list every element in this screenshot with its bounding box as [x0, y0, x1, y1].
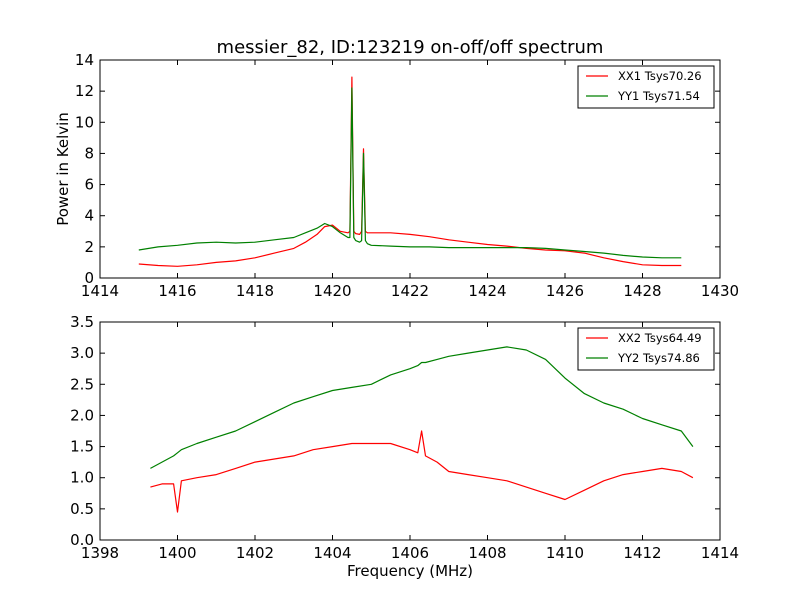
bottom-x-tick-label: 1398	[81, 544, 119, 562]
top-y-tick-label: 6	[84, 176, 94, 194]
top-legend-label-xx1: XX1 Tsys70.26	[618, 69, 702, 83]
top-y-tick-label: 8	[84, 144, 94, 162]
top-legend-box	[577, 65, 715, 109]
top-y-tick-label: 10	[75, 113, 94, 131]
bottom-y-tick-label: 0.0	[70, 531, 94, 549]
top-y-tick-label: 4	[84, 207, 94, 225]
top-x-tick-label: 1426	[546, 282, 584, 300]
bottom-x-tick-label: 1410	[546, 544, 584, 562]
top-legend-label-yy1: YY1 Tsys71.54	[617, 89, 700, 103]
top-series-group	[138, 76, 682, 267]
top-y-axis: 0 2 4 6 8 10 12 14	[75, 51, 720, 287]
top-series-line-yy1	[138, 87, 682, 259]
top-legend: XX1 Tsys70.26 YY1 Tsys71.54	[577, 65, 715, 109]
bottom-legend-box	[577, 327, 715, 371]
top-y-tick-label: 0	[84, 269, 94, 287]
bottom-y-tick-label: 1.0	[70, 469, 94, 487]
bottom-xlabel: Frequency (MHz)	[347, 562, 473, 580]
top-ylabel: Power in Kelvin	[54, 112, 72, 226]
bottom-y-tick-label: 3.0	[70, 344, 94, 362]
bottom-subplot: 1398 1400 1402 1404 1406 1408 1410 1412 1414 0.0…	[70, 313, 739, 580]
bottom-legend-label-yy2: YY2 Tsys74.86	[617, 351, 700, 365]
bottom-x-tick-label: 1402	[236, 544, 274, 562]
top-x-tick-label: 1414	[81, 282, 119, 300]
bottom-y-tick-label: 1.5	[70, 438, 94, 456]
top-subplot: messier_82, ID:123219 on-off/off spectru…	[54, 37, 739, 300]
bottom-y-tick-label: 2.5	[70, 375, 94, 393]
bottom-y-axis: 0.0 0.5 1.0 1.5 2.0 2.5 3.0 3.5	[70, 313, 720, 549]
bottom-x-axis: 1398 1400 1402 1404 1406 1408 1410 1412 1414	[81, 322, 739, 562]
bottom-x-tick-label: 1406	[391, 544, 429, 562]
bottom-y-tick-label: 3.5	[70, 313, 94, 331]
top-x-tick-label: 1424	[468, 282, 506, 300]
bottom-x-tick-label: 1400	[158, 544, 196, 562]
bottom-series-group	[150, 346, 694, 513]
bottom-series-line-yy2	[150, 346, 694, 469]
bottom-legend: XX2 Tsys64.49 YY2 Tsys74.86	[577, 327, 715, 371]
bottom-x-tick-label: 1412	[623, 544, 661, 562]
top-x-axis: 1414 1416 1418 1420 1422 1424 1426 1428 1430	[81, 60, 739, 300]
top-x-tick-label: 1422	[391, 282, 429, 300]
top-x-tick-label: 1430	[701, 282, 739, 300]
bottom-series-line-xx2	[150, 430, 694, 513]
top-y-tick-label: 12	[75, 82, 94, 100]
top-x-tick-label: 1420	[313, 282, 351, 300]
top-title: messier_82, ID:123219 on-off/off spectru…	[217, 37, 604, 58]
top-x-tick-label: 1416	[158, 282, 196, 300]
bottom-x-tick-label: 1408	[468, 544, 506, 562]
bottom-legend-label-xx2: XX2 Tsys64.49	[618, 331, 702, 345]
top-x-tick-label: 1418	[236, 282, 274, 300]
bottom-x-tick-label: 1404	[313, 544, 351, 562]
bottom-y-tick-label: 0.5	[70, 500, 94, 518]
bottom-x-tick-label: 1414	[701, 544, 739, 562]
bottom-y-tick-label: 2.0	[70, 406, 94, 424]
top-y-tick-label: 2	[84, 238, 94, 256]
top-x-tick-label: 1428	[623, 282, 661, 300]
top-y-tick-label: 14	[75, 51, 94, 69]
